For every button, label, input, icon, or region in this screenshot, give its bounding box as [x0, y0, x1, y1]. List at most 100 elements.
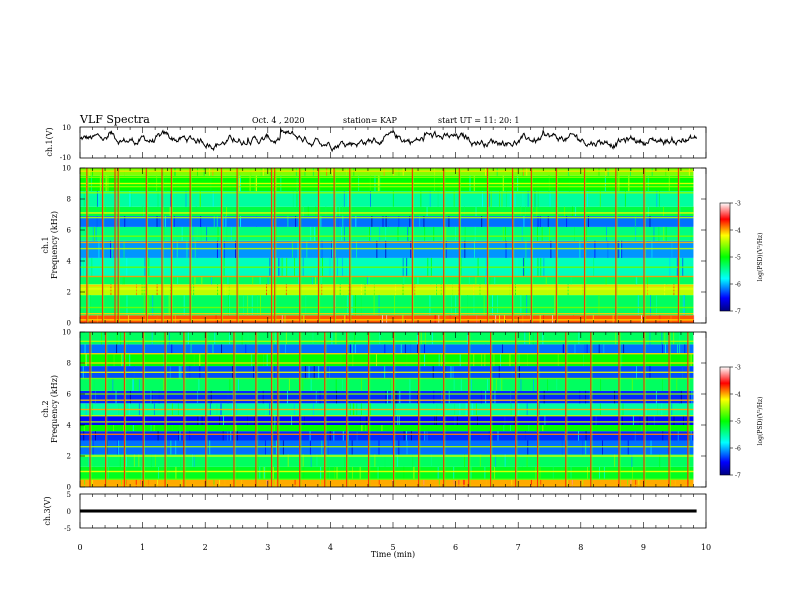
ch1-spectrogram-sferic: [317, 168, 320, 323]
ch1-spectrogram-band: [80, 191, 694, 207]
ch2-spectrogram-texture: [655, 390, 657, 404]
ch1-spectrogram-texture: [651, 168, 653, 176]
ch2-spectrogram-texture: [464, 454, 466, 467]
ch1-spectrogram-texture: [343, 226, 345, 241]
ch1-spectrogram-sferic-edge: [350, 168, 352, 323]
ch1-spectrogram-texture: [273, 191, 274, 207]
ch1-spectrogram-sferic: [411, 168, 413, 323]
ch1-spectrogram-texture: [123, 168, 125, 176]
ch1-spectrogram-texture: [200, 226, 202, 241]
ch3-ytick-0: 0: [67, 508, 71, 516]
x-tick-label: 2: [203, 543, 208, 552]
ch2-spectrogram-texture: [141, 466, 143, 480]
ch1-spectrogram-sferic: [486, 168, 489, 323]
ch2-spectrogram-texture: [690, 353, 692, 367]
ch2-spectrogram-texture: [481, 353, 483, 367]
ch2-spectrogram-texture: [152, 390, 154, 404]
ch2-spectrogram-sferic-edge: [644, 332, 646, 487]
ch1-spectrogram-sferic-edge: [147, 168, 148, 323]
ch1-spectrogram-texture: [666, 276, 668, 285]
ch1-spectrogram-texture: [481, 216, 483, 227]
ch1-spectrogram-texture: [169, 206, 171, 217]
ch2-spectrogram-texture: [91, 479, 93, 487]
ch2-spectrogram-texture: [245, 344, 247, 354]
ch2-spectrogram-texture: [577, 431, 579, 441]
ch2-spectrogram-texture: [574, 344, 576, 354]
ch2-spectrogram-texture: [395, 390, 396, 404]
ch1-spectrogram-texture: [355, 216, 357, 227]
ch2-spectrogram-texture: [122, 353, 124, 367]
ch1-spectrogram-texture: [88, 168, 90, 176]
ch1-spectrogram-texture: [527, 191, 529, 207]
ch1-spectrogram-texture: [217, 284, 219, 296]
ch1-spectrogram-line: [80, 192, 694, 194]
ch2-spectrogram-texture: [365, 415, 367, 425]
ch2-spectrogram-sferic-edge: [619, 332, 621, 487]
ch3-waveform-band: [80, 509, 697, 513]
ch1-spectrogram-texture: [242, 295, 244, 316]
ch2-spectrogram-texture: [129, 390, 131, 404]
ch2-spectrogram-texture: [319, 479, 321, 487]
ch2-spectrogram-sferic-edge: [419, 332, 421, 487]
ch1-spectrogram-texture: [206, 226, 208, 241]
ch2-spectrogram-texture: [458, 479, 460, 487]
ch1-spectrogram-texture: [606, 226, 607, 241]
ch2-spectrogram-sferic-edge: [125, 332, 127, 487]
ch2-spectrogram-texture: [359, 415, 361, 425]
ch1-spectrogram-texture: [567, 168, 569, 176]
ch2-spectrogram-texture: [116, 344, 118, 354]
ch2-spectrogram-texture: [92, 440, 94, 455]
ch1-spectrogram-sferic-edge: [513, 168, 515, 323]
ch2-spectrogram-texture: [459, 353, 461, 367]
ch2-spectrogram-texture: [391, 378, 393, 391]
ch2-spectrogram-texture: [578, 332, 580, 345]
ch1-spectrogram-texture: [419, 216, 421, 227]
ch2-spectrogram-texture: [210, 390, 212, 404]
ch1-spectrogram-texture: [360, 284, 362, 296]
ch2-spectrogram-texture: [154, 454, 156, 467]
ch2-spectrogram-texture: [175, 466, 177, 480]
ch2-spectrogram-sferic-edge: [566, 332, 568, 487]
ch2-spectrogram-texture: [557, 353, 559, 367]
ch2-spectrogram-texture: [193, 353, 195, 367]
ch2-spectrogram-sferic-edge: [256, 332, 258, 487]
ch1-spectrogram-texture: [321, 240, 322, 258]
ch1-spectrogram-texture: [373, 295, 375, 316]
ch2-spectrogram-sferic: [164, 332, 166, 487]
ch1-spectrogram-texture: [156, 284, 158, 296]
ch1-spectrogram-texture: [522, 168, 524, 176]
ch1-spectrogram-texture: [636, 276, 638, 285]
ch1-spectrogram-texture: [169, 284, 171, 296]
ch2-spectrogram-texture: [275, 479, 277, 487]
ch2-spectrogram-texture: [285, 332, 287, 345]
ch2-spectrogram-texture: [335, 378, 337, 391]
ch1-spectrogram-texture: [312, 168, 314, 176]
ch2-spectrogram-sferic: [468, 332, 470, 487]
ch2-colorbar-label: log(PSD)(V²/Hz): [757, 397, 764, 446]
ch1-spectrogram-texture: [434, 315, 436, 323]
ch1-spectrogram-texture: [505, 191, 507, 207]
ch1-spectrogram-texture: [435, 284, 437, 296]
ch1-spectrogram-texture: [129, 191, 131, 207]
ch1-spectrogram-texture: [96, 216, 98, 227]
ch2-spectrogram-texture: [622, 415, 623, 425]
ch1-spectrogram-sferic: [443, 168, 445, 323]
ch2-spectrogram-texture: [138, 378, 140, 391]
ch2-spectrogram-texture: [157, 479, 158, 487]
ch1-spectrogram-texture: [256, 295, 258, 316]
ch2-spectrogram-texture: [340, 353, 342, 367]
ch1-spectrogram-line: [80, 291, 694, 293]
ch2-spectrogram-texture: [171, 344, 173, 354]
ch1-spectrogram-texture: [656, 295, 657, 316]
ch2-spectrogram-texture: [485, 332, 487, 345]
ch2-spectrogram-texture: [150, 454, 152, 467]
ch1-spectrogram-texture: [152, 295, 154, 316]
ch1-spectrogram-texture: [200, 216, 202, 227]
ch1-spectrogram-texture: [225, 216, 227, 227]
ch1-spectrogram-sferic-edge: [319, 168, 321, 323]
ch1-spectrogram-texture: [549, 191, 551, 207]
ch1-spectrogram-texture: [311, 276, 313, 285]
ch1-spectrogram-texture: [84, 315, 86, 323]
ch1-spectrogram-texture: [485, 276, 487, 285]
ch2-spectrogram-texture: [412, 454, 414, 467]
